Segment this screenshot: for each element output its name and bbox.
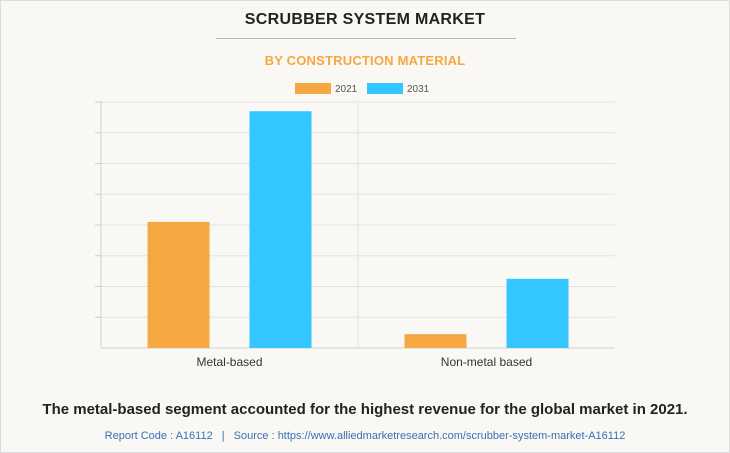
source-footer: Report Code : A16112 | Source : https://… <box>1 430 729 442</box>
footer-separator: | <box>221 430 225 442</box>
source-link[interactable]: Source : https://www.alliedmarketresearc… <box>233 430 626 442</box>
title-divider <box>216 38 516 39</box>
chart-subtitle: BY CONSTRUCTION MATERIAL <box>264 53 466 68</box>
chart-title: SCRUBBER SYSTEM MARKET <box>244 11 486 28</box>
legend-label: 2021 <box>335 84 358 95</box>
bar-chart: Metal-based Non-metal based 2021 2031 <box>95 83 615 369</box>
bar-2031 <box>249 111 312 348</box>
x-tick-label: Non-metal based <box>441 355 532 369</box>
legend-label: 2031 <box>407 84 430 95</box>
legend-swatch-2021 <box>295 83 331 94</box>
bar-2021 <box>147 221 210 348</box>
chart-caption: The metal-based segment accounted for th… <box>42 401 688 418</box>
x-tick-label: Metal-based <box>196 355 262 369</box>
bar-2031 <box>506 278 569 348</box>
bar-2021 <box>404 334 467 348</box>
report-code: Report Code : A16112 <box>104 430 213 442</box>
legend-swatch-2031 <box>367 83 403 94</box>
